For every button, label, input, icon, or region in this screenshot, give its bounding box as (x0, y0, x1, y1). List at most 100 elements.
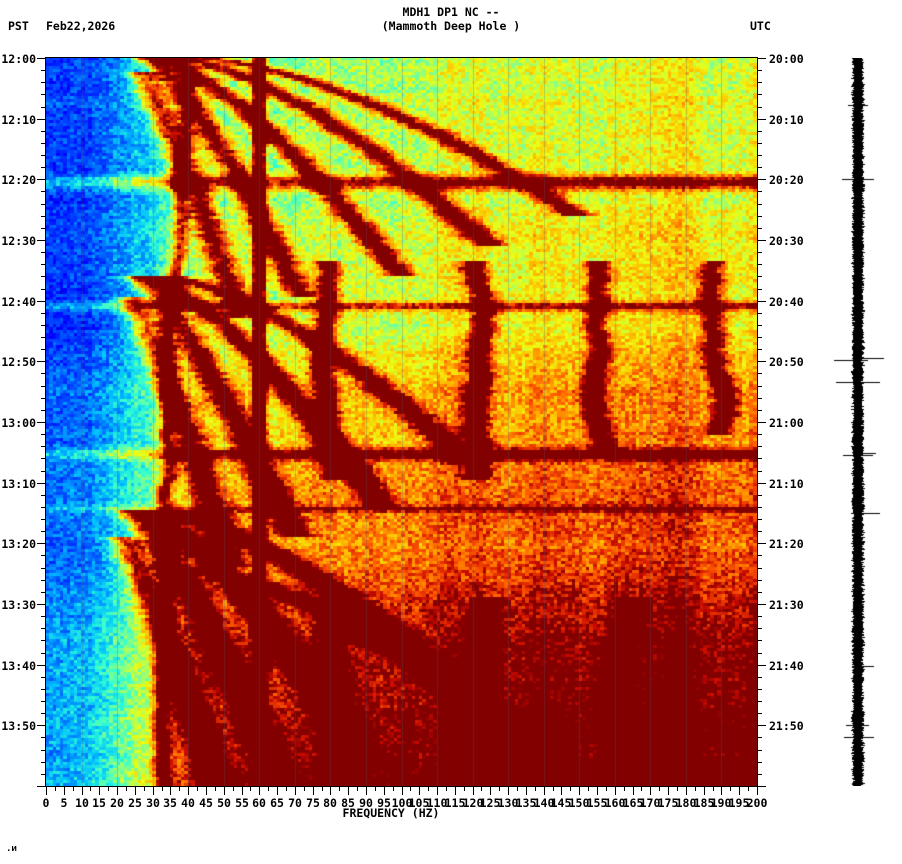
time-tick-minor-left (41, 313, 46, 314)
freq-tick-minor (268, 786, 269, 791)
freq-tick-minor (517, 786, 518, 791)
time-tick-minor-left (41, 131, 46, 132)
freq-tick-major (99, 786, 100, 795)
time-tick-minor-right (757, 337, 762, 338)
time-tick-major-left (37, 422, 46, 423)
freq-tick-major (135, 786, 136, 795)
freq-tick-minor (286, 786, 287, 791)
time-tick-major-left (37, 786, 46, 787)
time-label-pst: 12:20 (1, 173, 36, 187)
time-tick-minor-right (757, 495, 762, 496)
freq-label: 145 (550, 796, 572, 810)
time-tick-minor-left (41, 276, 46, 277)
time-tick-minor-left (41, 82, 46, 83)
freq-tick-minor (108, 786, 109, 791)
freq-label: 20 (110, 796, 124, 810)
freq-label: 150 (568, 796, 590, 810)
time-tick-minor-left (41, 410, 46, 411)
freq-label: 165 (622, 796, 644, 810)
freq-tick-major (64, 786, 65, 795)
freq-tick-major (615, 786, 616, 795)
time-tick-minor-left (41, 107, 46, 108)
time-tick-minor-right (757, 568, 762, 569)
freq-label: 0 (42, 796, 50, 810)
freq-tick-minor (73, 786, 74, 791)
time-label-utc: 20:30 (769, 234, 804, 248)
freq-label: 115 (444, 796, 466, 810)
freq-tick-minor (410, 786, 411, 791)
freq-label: 105 (408, 796, 430, 810)
time-tick-minor-left (41, 94, 46, 95)
time-tick-major-right (757, 786, 766, 787)
freq-tick-major (668, 786, 669, 795)
time-tick-minor-right (757, 446, 762, 447)
freq-label: 15 (92, 796, 106, 810)
time-label-utc: 21:50 (769, 719, 804, 733)
freq-label: 45 (199, 796, 213, 810)
time-tick-minor-right (757, 131, 762, 132)
time-tick-minor-left (41, 713, 46, 714)
freq-label: 65 (270, 796, 284, 810)
time-tick-major-right (757, 179, 766, 180)
time-tick-minor-right (757, 313, 762, 314)
spectrogram-plot[interactable] (46, 58, 757, 786)
time-tick-minor-left (41, 507, 46, 508)
time-label-utc: 20:50 (769, 355, 804, 369)
time-tick-minor-right (757, 228, 762, 229)
freq-tick-minor (179, 786, 180, 791)
time-tick-minor-right (757, 289, 762, 290)
freq-tick-major (117, 786, 118, 795)
freq-tick-major (259, 786, 260, 795)
freq-tick-minor (215, 786, 216, 791)
time-tick-minor-right (757, 325, 762, 326)
freq-label: 110 (426, 796, 448, 810)
time-label-utc: 20:20 (769, 173, 804, 187)
time-tick-minor-right (757, 689, 762, 690)
freq-tick-minor (322, 786, 323, 791)
freq-label: 200 (746, 796, 768, 810)
frequency-axis-title: FREQUENCY (HZ) (0, 806, 902, 820)
time-label-utc: 21:40 (769, 659, 804, 673)
time-label-pst: 13:30 (1, 598, 36, 612)
spectrogram-image (46, 58, 757, 786)
freq-tick-major (508, 786, 509, 795)
freq-tick-minor (677, 786, 678, 791)
station-title: MDH1 DP1 NC -- (402, 5, 500, 19)
time-tick-minor-left (41, 737, 46, 738)
time-tick-minor-left (41, 495, 46, 496)
freq-tick-minor (393, 786, 394, 791)
time-tick-major-left (37, 604, 46, 605)
freq-tick-major (277, 786, 278, 795)
time-tick-minor-right (757, 252, 762, 253)
freq-tick-major (402, 786, 403, 795)
freq-tick-major (757, 786, 758, 795)
freq-tick-major (544, 786, 545, 795)
freq-tick-minor (641, 786, 642, 791)
time-label-utc: 21:10 (769, 477, 804, 491)
time-tick-minor-right (757, 471, 762, 472)
freq-tick-minor (428, 786, 429, 791)
date-label: Feb22,2026 (46, 19, 116, 33)
freq-tick-major (188, 786, 189, 795)
time-tick-minor-left (41, 289, 46, 290)
time-tick-minor-right (757, 628, 762, 629)
time-tick-minor-left (41, 640, 46, 641)
time-label-pst: 13:00 (1, 416, 36, 430)
frequency-axis-title-text: FREQUENCY (HZ) (342, 806, 440, 820)
time-tick-major-left (37, 58, 46, 59)
time-label-utc: 21:00 (769, 416, 804, 430)
time-tick-minor-left (41, 434, 46, 435)
time-tick-minor-right (757, 216, 762, 217)
seismogram-trace (820, 58, 896, 786)
time-tick-minor-left (41, 167, 46, 168)
time-label-pst: 12:10 (1, 113, 36, 127)
freq-tick-minor (588, 786, 589, 791)
freq-label: 70 (288, 796, 302, 810)
freq-label: 30 (146, 796, 160, 810)
freq-label: 190 (710, 796, 732, 810)
time-tick-minor-right (757, 762, 762, 763)
time-tick-minor-left (41, 568, 46, 569)
freq-tick-major (597, 786, 598, 795)
freq-tick-minor (570, 786, 571, 791)
time-tick-major-left (37, 301, 46, 302)
